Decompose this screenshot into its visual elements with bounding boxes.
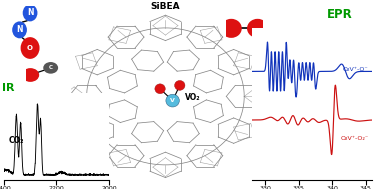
- Circle shape: [21, 37, 39, 59]
- Text: N: N: [16, 25, 23, 34]
- Text: IR: IR: [2, 83, 14, 93]
- Text: C: C: [49, 65, 53, 70]
- Circle shape: [12, 21, 27, 38]
- Circle shape: [166, 94, 179, 107]
- Text: N: N: [27, 9, 33, 17]
- Circle shape: [23, 5, 38, 21]
- Circle shape: [21, 68, 39, 82]
- Circle shape: [247, 19, 268, 38]
- Text: VO₂: VO₂: [185, 93, 201, 102]
- Circle shape: [221, 19, 242, 38]
- Text: CO₂: CO₂: [9, 136, 24, 145]
- Circle shape: [43, 62, 58, 74]
- Circle shape: [155, 84, 165, 94]
- Text: V: V: [170, 98, 175, 103]
- Text: SiBEA: SiBEA: [151, 2, 180, 11]
- Text: EPR: EPR: [327, 8, 353, 21]
- Circle shape: [174, 81, 185, 90]
- Text: O: O: [27, 45, 33, 51]
- Text: O₂V⁺-O⁻: O₂V⁺-O⁻: [343, 67, 368, 72]
- Text: O₂V⁺-O₂⁻: O₂V⁺-O₂⁻: [341, 136, 368, 141]
